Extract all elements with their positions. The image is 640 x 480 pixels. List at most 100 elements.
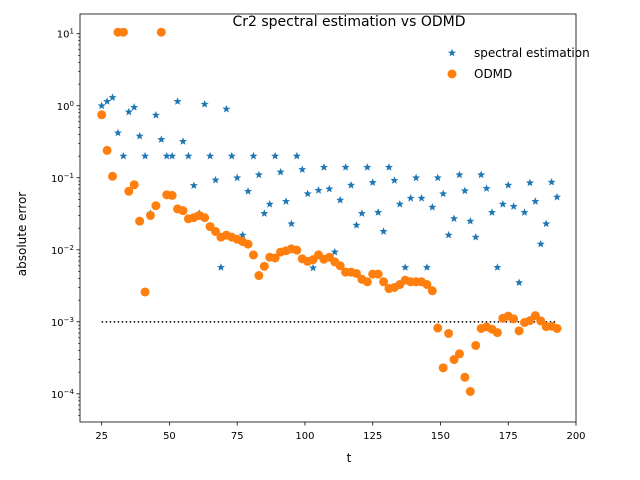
odmd-point xyxy=(259,261,269,271)
spectral-point xyxy=(309,263,318,272)
spectral-point xyxy=(314,186,323,194)
odmd-point xyxy=(433,323,443,333)
spectral-point xyxy=(515,278,524,287)
spectral-point xyxy=(466,216,475,225)
spectral-point xyxy=(357,209,366,217)
spectral-point xyxy=(379,227,388,235)
odmd-point xyxy=(444,328,454,338)
odmd-point xyxy=(471,340,481,350)
spectral-point xyxy=(244,187,253,195)
spectral-point xyxy=(341,163,350,171)
x-tick-label: 25 xyxy=(95,431,108,442)
spectral-point xyxy=(422,263,431,271)
y-tick-label: 101 xyxy=(57,28,74,41)
spectral-point xyxy=(482,184,491,192)
spectral-point xyxy=(325,184,334,193)
odmd-point xyxy=(102,145,112,155)
spectral-point xyxy=(260,209,269,217)
odmd-point xyxy=(454,349,464,359)
spectral-point xyxy=(336,195,345,204)
odmd-point xyxy=(124,186,134,196)
spectral-point xyxy=(450,214,459,223)
spectral-point xyxy=(222,104,231,113)
spectral-point xyxy=(211,175,220,184)
spectral-point xyxy=(401,263,410,271)
spectral-point xyxy=(417,194,426,202)
x-tick-label: 100 xyxy=(295,431,314,442)
spectral-point xyxy=(444,230,453,239)
spectral-point xyxy=(108,93,117,101)
spectral-point xyxy=(189,181,198,189)
x-tick-label: 75 xyxy=(231,431,244,442)
odmd-point xyxy=(151,201,161,211)
spectral-point xyxy=(227,151,236,160)
spectral-point xyxy=(179,137,187,145)
x-tick-label: 125 xyxy=(363,431,382,442)
spectral-point xyxy=(330,247,339,256)
spectral-point xyxy=(504,180,513,189)
spectral-point xyxy=(238,230,247,239)
spectral-point xyxy=(536,239,545,248)
spectral-point xyxy=(509,202,518,210)
odmd-point xyxy=(211,226,221,236)
y-tick-label: 10−3 xyxy=(51,316,74,329)
odmd-point xyxy=(167,190,177,200)
odmd-point xyxy=(362,277,372,287)
spectral-point xyxy=(184,151,193,160)
spectral-point xyxy=(553,192,562,201)
spectral-point xyxy=(206,151,215,160)
y-tick-label: 10−1 xyxy=(51,172,74,185)
spectral-point xyxy=(303,189,312,198)
legend-odmd-marker xyxy=(447,69,457,79)
spectral-point xyxy=(531,197,540,205)
odmd-point xyxy=(108,171,118,181)
spectral-point xyxy=(168,151,177,160)
y-axis-label: absolute error xyxy=(15,192,29,277)
odmd-point xyxy=(97,110,107,120)
spectral-point xyxy=(141,151,150,160)
spectral-point xyxy=(119,151,128,160)
odmd-point xyxy=(460,372,470,382)
spectral-point xyxy=(460,186,469,195)
spectral-point xyxy=(271,151,280,160)
spectral-point xyxy=(298,165,307,173)
spectral-point xyxy=(233,173,242,182)
odmd-point xyxy=(135,216,145,226)
odmd-point xyxy=(509,314,519,324)
odmd-point xyxy=(427,286,437,296)
x-tick-label: 200 xyxy=(566,431,585,442)
odmd-point xyxy=(514,326,524,336)
odmd-point xyxy=(351,268,361,278)
legend-spectral-label: spectral estimation xyxy=(474,46,590,60)
odmd-point xyxy=(140,287,150,297)
spectral-point xyxy=(162,151,171,160)
spectral-point xyxy=(406,194,415,202)
y-tick-label: 100 xyxy=(57,100,74,113)
odmd-point xyxy=(536,316,546,326)
spectral-point xyxy=(200,100,209,108)
spectral-point xyxy=(130,103,139,111)
spectral-point xyxy=(525,178,534,187)
odmd-point xyxy=(465,386,475,396)
odmd-point xyxy=(422,280,432,290)
spectral-point xyxy=(113,128,122,137)
spectral-point xyxy=(493,263,502,271)
spectral-point xyxy=(542,219,551,228)
spectral-point xyxy=(173,97,182,105)
spectral-point xyxy=(135,131,144,140)
spectral-point xyxy=(439,189,448,198)
spectral-point xyxy=(97,101,106,110)
spectral-point xyxy=(384,163,393,171)
spectral-point xyxy=(151,110,160,119)
spectral-point xyxy=(347,180,356,189)
odmd-point xyxy=(243,239,253,249)
spectral-point xyxy=(249,151,258,160)
spectral-point xyxy=(363,163,372,171)
spectral-point xyxy=(292,151,301,160)
spectral-point xyxy=(157,135,166,143)
odmd-point xyxy=(552,323,562,333)
odmd-point xyxy=(438,363,448,373)
spectral-point xyxy=(103,97,112,105)
odmd-point xyxy=(373,269,383,279)
